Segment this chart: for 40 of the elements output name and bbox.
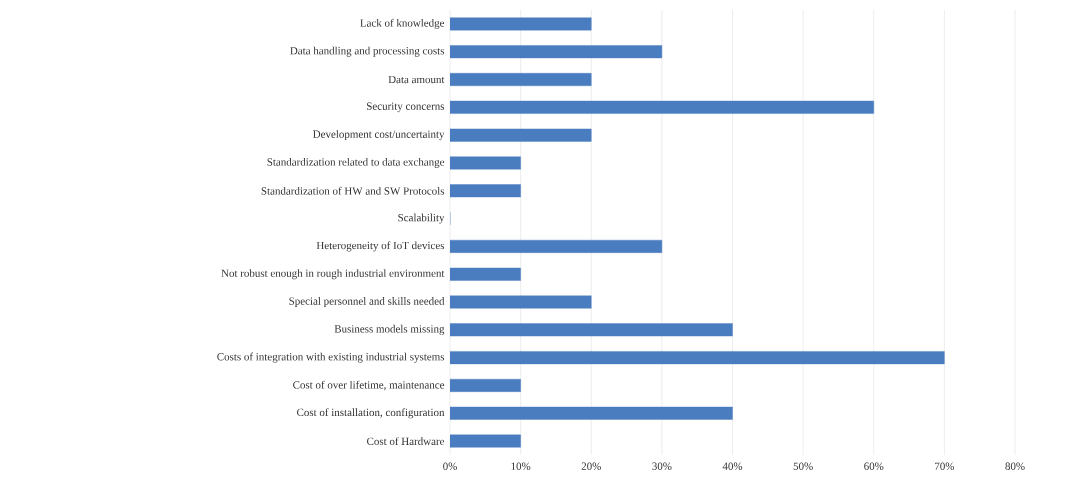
y-tick-label: Not robust enough in rough industrial environment <box>221 269 445 280</box>
y-tick-label: Standardization related to data exchange <box>267 157 445 168</box>
y-tick-label: Development cost/uncertainty <box>313 130 445 141</box>
y-tick-label: Heterogeneity of IoT devices <box>316 241 445 252</box>
y-tick-label: Special personnel and skills needed <box>289 297 445 307</box>
x-tick-label: 60% <box>864 462 884 470</box>
bar <box>450 323 733 337</box>
bar <box>450 73 592 86</box>
bar <box>450 351 945 365</box>
bar <box>450 45 663 59</box>
y-tick-label: Costs of integration with existing industrial systems <box>217 352 445 363</box>
bar <box>450 17 592 31</box>
x-tick-label: 30% <box>652 462 672 470</box>
y-tick-label: Lack of knowledge <box>360 18 445 29</box>
y-tick-label: Data handling and processing costs <box>290 46 445 57</box>
x-tick-label: 40% <box>722 462 743 470</box>
x-tick-label: 80% <box>1005 462 1025 470</box>
x-tick-label: 20% <box>581 462 601 470</box>
bar <box>450 267 521 281</box>
y-tick-label: Business models missing <box>334 324 445 335</box>
bar <box>450 434 521 448</box>
y-tick-label: Scalability <box>398 213 445 224</box>
y-tick-label: Security concerns <box>367 102 445 113</box>
bar <box>450 128 592 142</box>
bar <box>450 239 663 253</box>
bar <box>450 406 733 420</box>
y-tick-label: Cost of installation, configuration <box>297 408 445 419</box>
bar <box>450 100 874 114</box>
y-tick-label: Cost of over lifetime, maintenance <box>293 380 445 391</box>
y-tick-label: Standardization of HW and SW Protocols <box>261 186 445 195</box>
x-tick-label: 10% <box>511 462 531 470</box>
y-tick-label: Cost of Hardware <box>367 437 445 445</box>
x-tick-label: 50% <box>793 462 813 470</box>
x-tick-label: 0% <box>443 462 457 470</box>
y-tick-label: Data amount <box>388 75 445 84</box>
x-tick-label: 70% <box>935 462 955 470</box>
bar <box>450 295 592 309</box>
bar <box>450 379 521 392</box>
bar <box>450 184 521 198</box>
bar <box>450 156 521 170</box>
